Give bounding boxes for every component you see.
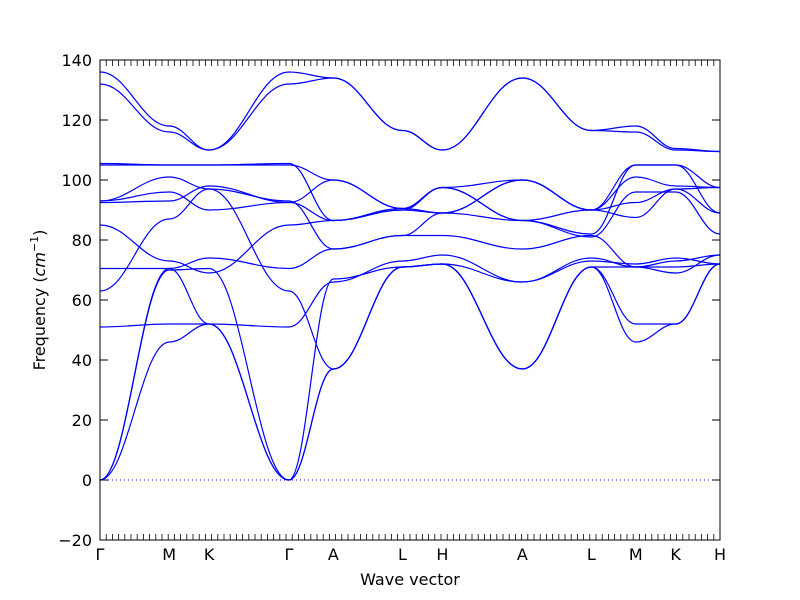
y-axis-title: Frequency (cm−1)	[28, 230, 49, 371]
y-tick-label: 40	[72, 351, 92, 370]
x-axis-title: Wave vector	[360, 570, 460, 589]
x-tick-label: M	[162, 545, 176, 564]
x-tick-label: H	[436, 545, 448, 564]
x-tick-label: L	[398, 545, 407, 564]
y-axis-title-text: Frequency	[30, 288, 49, 371]
y-tick-label: 0	[82, 471, 92, 490]
band-9	[99, 176, 721, 250]
band-12	[99, 162, 721, 235]
x-tick-label: K	[204, 545, 215, 564]
y-tick-label: 140	[61, 51, 92, 70]
band-14	[99, 71, 721, 153]
dispersion-curves	[99, 71, 721, 481]
x-tick-label: K	[670, 545, 681, 564]
band-6	[100, 234, 721, 270]
y-axis-unit-close: )	[30, 230, 49, 236]
x-tick-label: A	[517, 545, 528, 564]
y-tick-label: 60	[72, 291, 92, 310]
x-tick-label: H	[714, 545, 726, 564]
y-tick-label: 20	[72, 411, 92, 430]
x-tick-label: M	[629, 545, 643, 564]
band-10	[99, 179, 721, 211]
x-tick-label: Γ	[96, 545, 105, 564]
y-tick-label: −20	[58, 531, 92, 550]
band-7	[99, 191, 721, 274]
x-tick-label: L	[587, 545, 596, 564]
y-tick-label: 80	[72, 231, 92, 250]
plot-frame	[99, 59, 721, 541]
y-tick-label: 100	[61, 171, 92, 190]
y-axis-unit-exponent: −1	[28, 236, 41, 252]
x-tick-label: Γ	[285, 545, 294, 564]
y-axis-ticks: −20 0 20 40 60 80 100 120 140	[58, 51, 720, 550]
band-4	[99, 254, 721, 328]
x-tick-label: A	[328, 545, 339, 564]
y-tick-label: 120	[61, 111, 92, 130]
y-axis-unit: cm	[30, 252, 49, 276]
y-axis-unit-open: (	[30, 276, 49, 287]
